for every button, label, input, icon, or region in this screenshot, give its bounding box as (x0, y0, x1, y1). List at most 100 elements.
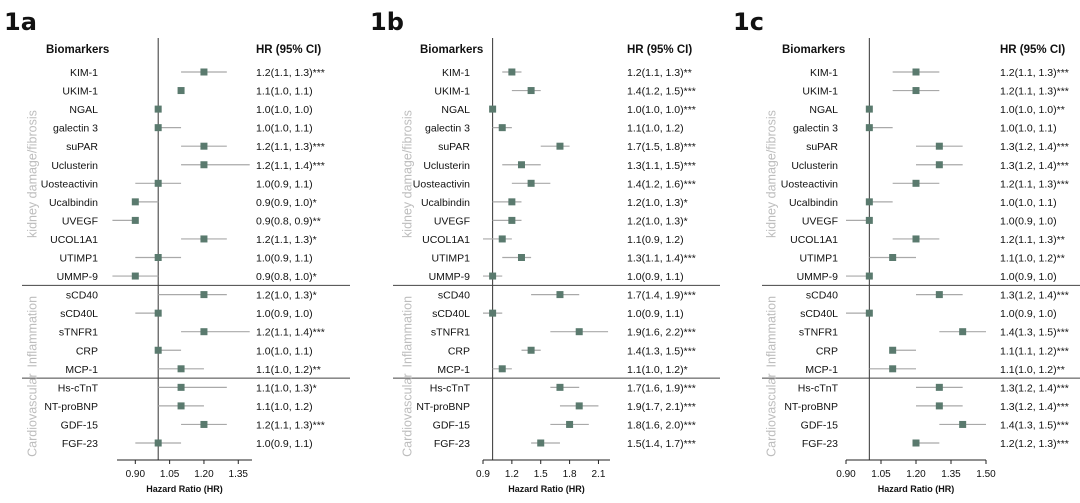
hr-value: 1.7(1.5, 1.8)*** (627, 141, 696, 153)
hr-marker (154, 124, 162, 132)
biomarker-label: sCD40L (60, 308, 98, 320)
group-label: kidney damage/fibrosis (25, 110, 39, 238)
hr-marker (200, 328, 208, 336)
forest-row: FGF-23 1.5(1.4, 1.7)*** (434, 438, 696, 450)
group-label: kidney damage/fibrosis (400, 110, 414, 238)
forest-panel-1a: 1a Biomarkers HR (95% CI) KIM-1 1.2(1.1, 1.3… (4, 8, 350, 494)
biomarker-label: UMMP-9 (429, 271, 471, 283)
hr-marker (517, 254, 525, 261)
hr-value: 1.4(1.2, 1.6)*** (627, 178, 696, 190)
hr-value: 1.0(0.9, 1.0) (256, 308, 313, 320)
biomarker-label: galectin 3 (793, 123, 838, 135)
biomarker-label: Uclusterin (791, 160, 838, 172)
forest-row: Ucalbindin 1.2(1.0, 1.3)* (421, 197, 688, 209)
forest-row: sTNFR1 1.9(1.6, 2.2)*** (431, 327, 696, 339)
group-label: Cardiovascular (25, 373, 39, 456)
hr-marker (131, 272, 139, 280)
biomarker-label: FGF-23 (802, 438, 838, 450)
biomarker-label: KIM-1 (70, 67, 98, 79)
forest-row: CRP 1.4(1.3, 1.5)*** (448, 345, 696, 357)
hr-marker (154, 179, 162, 187)
hr-marker (200, 420, 208, 428)
header-hr-ci: HR (95% CI) (256, 44, 321, 56)
x-tick-label: 0.9 (476, 469, 490, 480)
x-tick-label: 0.90 (836, 469, 856, 480)
biomarker-label: Uosteactivin (413, 178, 470, 190)
header-hr-ci: HR (95% CI) (627, 44, 692, 56)
group-label: Inflammation (764, 296, 778, 368)
biomarker-label: CRP (816, 345, 838, 357)
biomarker-label: UKIM-1 (802, 86, 838, 98)
biomarker-label: GDF-15 (801, 419, 839, 431)
hr-marker (527, 87, 535, 95)
hr-value: 1.1(1.0, 1.2)** (256, 364, 321, 376)
biomarker-label: UVEGF (62, 215, 98, 227)
forest-row: UCOL1A1 1.1(0.9, 1.2) (422, 234, 683, 246)
forest-row: Ucalbindin 0.9(0.9, 1.0)* (49, 197, 317, 209)
biomarker-label: UVEGF (434, 215, 470, 227)
biomarker-label: galectin 3 (53, 123, 98, 135)
forest-row: GDF-15 1.4(1.3, 1.5)*** (801, 419, 1069, 431)
hr-marker (865, 272, 873, 280)
biomarker-label: sTNFR1 (799, 327, 838, 339)
forest-row: Hs-cTnT 1.1(1.0, 1.3)* (58, 382, 317, 394)
hr-marker (131, 198, 139, 206)
biomarker-label: FGF-23 (62, 438, 98, 450)
forest-row: UVEGF 1.2(1.0, 1.3)* (434, 215, 688, 227)
forest-row: Uosteactivin 1.0(0.9, 1.1) (41, 178, 313, 190)
biomarker-label: suPAR (438, 141, 470, 153)
hr-marker (575, 328, 583, 336)
biomarker-label: Hs-cTnT (798, 382, 839, 394)
biomarker-label: sCD40 (66, 290, 98, 302)
biomarker-label: UVEGF (802, 215, 838, 227)
hr-marker (566, 420, 574, 428)
hr-marker (154, 439, 162, 447)
biomarker-label: sCD40 (806, 290, 838, 302)
hr-value: 1.2(1.2, 1.3)*** (1000, 438, 1069, 450)
biomarker-label: UTIMP1 (431, 253, 470, 265)
biomarker-label: sCD40L (432, 308, 470, 320)
forest-row: UVEGF 0.9(0.8, 0.9)** (62, 215, 321, 227)
hr-marker (935, 402, 943, 410)
hr-marker (865, 198, 873, 206)
hr-value: 1.2(1.1, 1.3)*** (1000, 178, 1069, 190)
forest-row: Uclusterin 1.2(1.1, 1.4)*** (51, 160, 325, 172)
hr-marker (527, 346, 535, 354)
biomarker-label: Ucalbindin (421, 197, 470, 209)
biomarker-label: Uclusterin (51, 160, 98, 172)
hr-value: 1.2(1.1, 1.3)** (1000, 234, 1065, 246)
header-biomarkers: Biomarkers (420, 44, 483, 56)
hr-marker (959, 420, 967, 428)
hr-value: 1.2(1.1, 1.3)** (627, 67, 692, 79)
hr-value: 1.0(0.9, 1.1) (627, 271, 684, 283)
header-hr-ci: HR (95% CI) (1000, 44, 1065, 56)
hr-marker (154, 346, 162, 354)
forest-row: Uclusterin 1.3(1.1, 1.5)*** (423, 160, 696, 172)
biomarker-label: MCP-1 (437, 364, 470, 376)
forest-row: Uosteactivin 1.2(1.1, 1.3)*** (781, 178, 1069, 190)
hr-marker (912, 179, 920, 187)
forest-row: UTIMP1 1.1(1.0, 1.2)** (799, 253, 1064, 265)
biomarker-label: Ucalbindin (789, 197, 838, 209)
hr-value: 1.0(0.9, 1.0) (1000, 308, 1057, 320)
hr-value: 1.1(0.9, 1.2) (627, 234, 684, 246)
biomarker-label: MCP-1 (805, 364, 838, 376)
biomarker-label: suPAR (806, 141, 838, 153)
biomarker-label: UKIM-1 (434, 86, 470, 98)
hr-marker (935, 142, 943, 150)
forest-row: UVEGF 1.0(0.9, 1.0) (802, 215, 1057, 227)
biomarker-label: UMMP-9 (797, 271, 839, 283)
biomarker-label: CRP (448, 345, 470, 357)
forest-row: UKIM-1 1.4(1.2, 1.5)*** (434, 86, 695, 98)
forest-row: suPAR 1.7(1.5, 1.8)*** (438, 141, 696, 153)
forest-panel-1c: 1c Biomarkers HR (95% CI) KIM-1 1.2(1.1, 1.3… (733, 8, 1080, 494)
hr-marker (889, 346, 897, 354)
hr-value: 1.7(1.4, 1.9)*** (627, 290, 696, 302)
biomarker-label: NGAL (809, 104, 838, 116)
x-tick-label: 0.90 (126, 469, 146, 480)
hr-value: 1.1(1.1, 1.2)*** (1000, 345, 1069, 357)
biomarker-label: NT-proBNP (44, 401, 98, 413)
x-tick-label: 2.1 (592, 469, 606, 480)
hr-value: 1.2(1.1, 1.3)*** (1000, 67, 1069, 79)
